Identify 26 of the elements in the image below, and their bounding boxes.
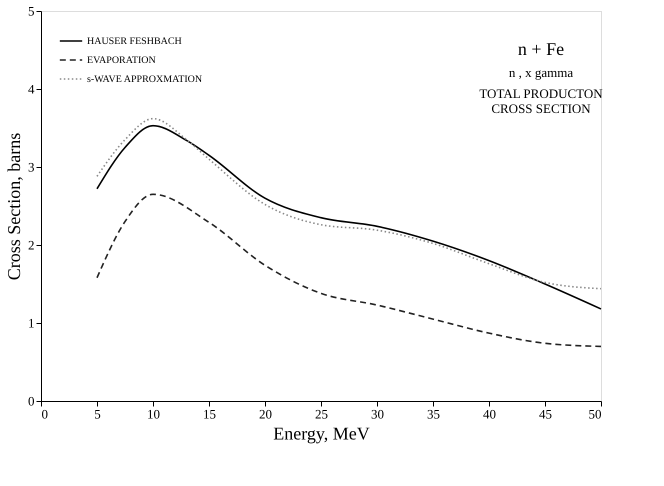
x-tick-label: 20 [259, 406, 272, 422]
annotation: n , x gamma [508, 65, 574, 80]
x-tick-label: 0 [42, 406, 48, 422]
x-tick-label: 15 [203, 406, 216, 422]
y-tick-label: 1 [28, 316, 34, 330]
x-tick-label: 30 [371, 406, 384, 422]
x-tick-label: 35 [427, 406, 440, 422]
x-axis-title: Energy, MeV [273, 424, 370, 444]
y-axis-title: Cross Section, barns [4, 132, 24, 280]
y-tick-label: 2 [28, 238, 34, 252]
x-tick-label: 45 [539, 406, 552, 422]
legend-label: HAUSER FESHBACH [87, 36, 182, 47]
y-tick-label: 3 [28, 160, 34, 174]
x-tick-label: 25 [315, 406, 328, 422]
line-series [96, 194, 602, 348]
annotation: n + Fe [518, 39, 564, 59]
x-tick-label: 40 [483, 406, 496, 422]
y-tick-label: 4 [28, 82, 35, 96]
y-tick-label: 0 [28, 394, 34, 408]
legend-label: EVAPORATION [87, 55, 156, 66]
annotation: TOTAL PRODUCTON CROSS SECTION [479, 86, 604, 116]
y-tick-label: 5 [28, 4, 34, 18]
legend-label: s-WAVE APPROXMATION [87, 74, 202, 85]
x-tick-label: 50 [588, 406, 602, 422]
x-tick-label: 10 [147, 406, 160, 422]
x-tick-label: 5 [94, 406, 101, 422]
